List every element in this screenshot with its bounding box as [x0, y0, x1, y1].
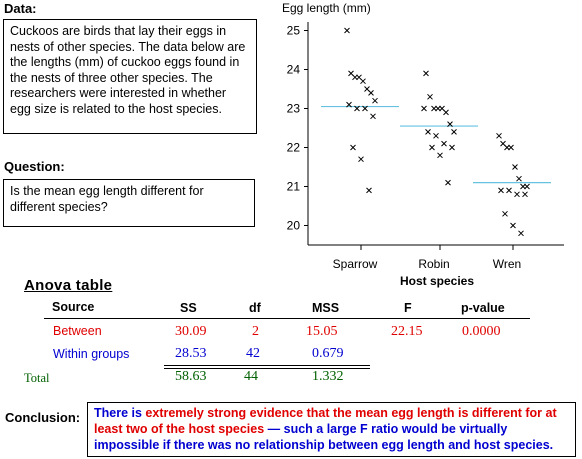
total-df: 44	[244, 369, 258, 384]
conclusion-text-evidence: extremely strong evidence that the mean …	[94, 406, 557, 436]
data-point	[366, 187, 372, 194]
x-ticks: Sparrow Robin Wren	[333, 245, 521, 271]
mean-lines	[321, 105, 551, 184]
question-label: Question:	[4, 159, 65, 174]
question-box: Is the mean egg length different for dif…	[3, 179, 255, 227]
within-label: Within groups	[53, 347, 130, 361]
between-pvalue: 0.0000	[462, 324, 501, 339]
data-point	[427, 93, 433, 100]
total-ss: 58.63	[175, 369, 207, 384]
data-point	[449, 144, 455, 151]
data-point	[441, 140, 447, 147]
anova-title: Anova table	[24, 277, 113, 294]
y-ticks: 20 21 22 23 24 25	[287, 24, 308, 233]
data-point	[358, 156, 364, 163]
y-axis-label: Egg length (mm)	[282, 1, 371, 15]
x-tick-label: Wren	[493, 257, 521, 271]
between-ss: 30.09	[175, 324, 207, 339]
header-ss: SS	[180, 301, 197, 315]
data-point	[522, 191, 528, 198]
y-tick-label: 20	[287, 219, 301, 233]
data-points	[344, 27, 530, 237]
total-mss: 1.332	[312, 369, 344, 384]
data-point	[421, 105, 427, 112]
data-point	[498, 187, 504, 194]
x-tick-label: Sparrow	[333, 257, 378, 271]
data-point	[423, 70, 429, 77]
conclusion-text-reason: — such a large F ratio would be virtuall…	[94, 422, 554, 452]
data-point	[368, 90, 374, 96]
data-point	[516, 175, 522, 182]
data-point	[425, 129, 431, 135]
data-point	[524, 183, 530, 190]
within-ss: 28.53	[175, 346, 207, 361]
conclusion-box: There is extremely strong evidence that …	[87, 402, 576, 457]
data-point	[445, 179, 451, 186]
total-rule-bottom	[164, 368, 370, 369]
conclusion-label: Conclusion:	[5, 410, 81, 425]
total-rule-top	[164, 365, 370, 366]
between-f: 22.15	[391, 324, 423, 339]
y-tick-label: 22	[287, 141, 301, 155]
header-rule	[44, 318, 530, 319]
header-mss: MSS	[312, 301, 340, 315]
y-tick-label: 21	[287, 180, 301, 194]
egg-length-dot-plot: Egg length (mm) 20 21 22 23 24 25 Sparrow Robi…	[282, 1, 564, 288]
conclusion-text-intro: There is	[94, 406, 146, 420]
within-mss: 0.679	[312, 346, 344, 361]
data-point	[518, 230, 524, 237]
data-point	[370, 113, 376, 120]
y-tick-label: 23	[287, 102, 301, 116]
data-point	[451, 129, 457, 135]
data-description-text: Cuckoos are birds that lay their eggs in…	[10, 24, 246, 116]
data-point	[344, 27, 350, 34]
data-point	[512, 164, 518, 170]
between-mss: 15.05	[306, 324, 338, 339]
data-point	[514, 191, 520, 198]
data-point	[362, 105, 368, 112]
data-point	[433, 132, 439, 139]
data-description-box: Cuckoos are birds that lay their eggs in…	[3, 19, 257, 134]
data-point	[508, 144, 514, 151]
data-point	[502, 210, 508, 217]
within-df: 42	[246, 346, 260, 361]
between-label: Between	[53, 324, 102, 338]
data-label: Data:	[4, 1, 37, 16]
data-point	[350, 144, 356, 151]
data-point	[496, 132, 502, 139]
total-label: Total	[24, 371, 50, 385]
between-df: 2	[252, 324, 259, 339]
header-pvalue: p-value	[461, 301, 505, 315]
data-point	[510, 222, 516, 229]
data-point	[372, 97, 378, 104]
data-point	[447, 121, 453, 127]
x-axis-label: Host species	[400, 274, 474, 288]
question-text: Is the mean egg length different for dif…	[10, 184, 204, 214]
data-point	[443, 109, 449, 116]
header-f: F	[404, 301, 412, 315]
data-point	[346, 101, 352, 108]
data-point	[429, 144, 435, 151]
header-df: df	[249, 301, 261, 315]
data-point	[437, 152, 443, 159]
header-source: Source	[52, 300, 95, 314]
x-tick-label: Robin	[418, 257, 449, 271]
y-tick-label: 24	[287, 63, 301, 77]
data-point	[354, 105, 360, 112]
data-point	[506, 187, 512, 194]
y-tick-label: 25	[287, 24, 301, 38]
data-point	[360, 78, 366, 85]
